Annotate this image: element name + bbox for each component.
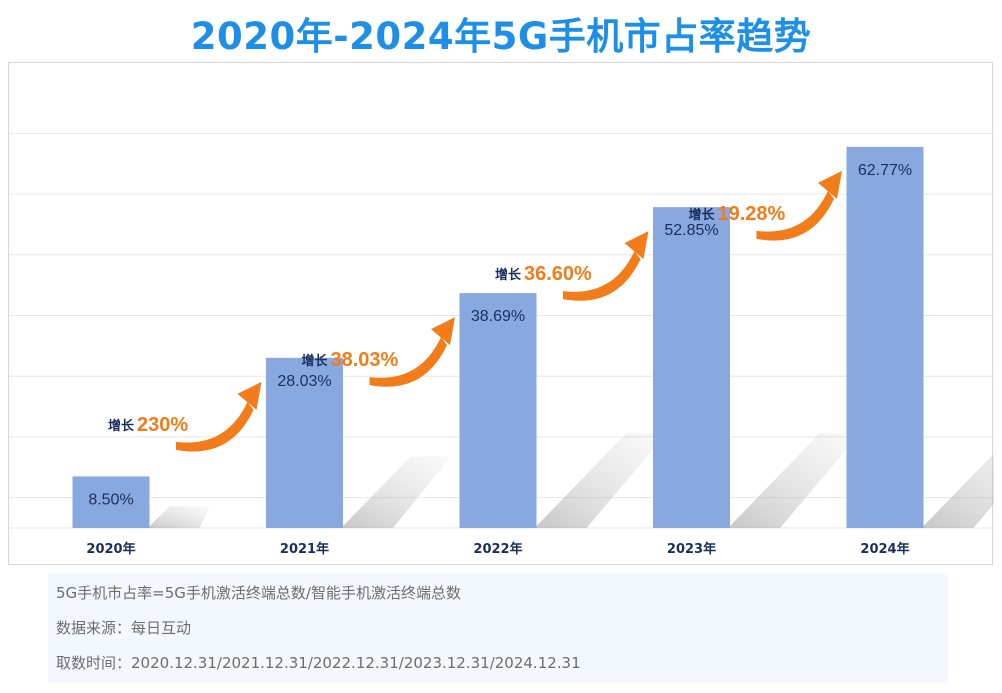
bar-value-label: 8.50% xyxy=(88,491,133,508)
x-tick-label: 2020年 xyxy=(86,541,135,557)
growth-value-label: 36.60% xyxy=(524,263,592,285)
growth-arrow-head xyxy=(431,317,455,346)
x-tick-label: 2021年 xyxy=(280,541,329,557)
bar-chart: 8.50% 2020年 28.03% 2021年 38.69% 2022年 52.85% 20… xyxy=(9,132,994,557)
growth-arrow-body xyxy=(756,190,834,241)
bar-2023年 xyxy=(653,207,730,528)
growth-arrow-body xyxy=(369,337,447,387)
bar-value-label: 62.77% xyxy=(858,162,912,179)
growth-arrow-head xyxy=(818,170,842,199)
bar-value-label: 28.03% xyxy=(277,373,331,390)
bar-shadow xyxy=(343,456,451,528)
notes-source: 数据来源：每日互动 xyxy=(56,619,192,637)
growth-arrow-body xyxy=(563,251,641,301)
notes-dates: 取数时间：2020.12.31/2021.12.31/2022.12.31/20… xyxy=(56,654,581,672)
chart-notes: 5G手机市占率=5G手机激活终端总数/智能手机激活终端总数 数据来源：每日互动 … xyxy=(48,573,948,683)
growth-value-label: 38.03% xyxy=(331,349,399,371)
x-tick-label: 2022年 xyxy=(473,541,522,557)
growth-prefix-label: 增长 xyxy=(689,207,716,223)
bar-2021年 xyxy=(266,357,343,528)
x-tick-label: 2024年 xyxy=(860,541,909,557)
bar-shadow xyxy=(923,453,994,528)
bar-shadow xyxy=(149,506,211,528)
growth-prefix-label: 增长 xyxy=(495,267,522,283)
growth-arrow-head xyxy=(237,381,262,410)
growth-value-label: 230% xyxy=(137,414,188,436)
chart-frame: 8.50% 2020年 28.03% 2021年 38.69% 2022年 52.85% 20… xyxy=(8,62,994,565)
growth-prefix-label: 增长 xyxy=(302,353,329,369)
bar-2020年 xyxy=(72,476,150,528)
bar-value-label: 52.85% xyxy=(664,222,718,239)
growth-arrow-body xyxy=(176,401,254,452)
growth-value-label: 19.28% xyxy=(718,203,786,225)
growth-arrow-head xyxy=(624,231,649,260)
bar-shadow xyxy=(730,433,861,528)
bar-2022年 xyxy=(459,293,537,528)
x-tick-label: 2023年 xyxy=(667,541,716,557)
bar-2024年 xyxy=(846,146,924,528)
bar-value-label: 38.69% xyxy=(471,308,525,325)
notes-definition: 5G手机市占率=5G手机激活终端总数/智能手机激活终端总数 xyxy=(56,584,461,602)
chart-title: 2020年-2024年5G手机市占率趋势 xyxy=(190,15,812,58)
bar-shadow xyxy=(536,433,667,528)
growth-prefix-label: 增长 xyxy=(108,418,135,434)
